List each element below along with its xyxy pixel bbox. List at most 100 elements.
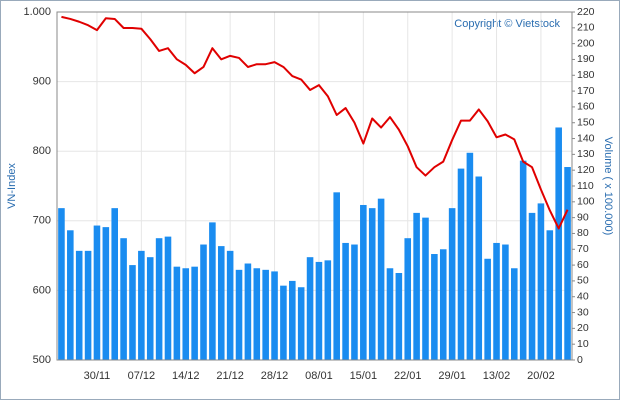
bar xyxy=(484,258,491,360)
bar xyxy=(226,250,234,360)
plot-border xyxy=(56,11,573,361)
bar xyxy=(129,265,136,360)
bar xyxy=(173,266,181,360)
y2-tick-label: 30 xyxy=(577,306,589,318)
y2-axis-title: Volume ( x 100.000) xyxy=(602,137,614,235)
x-tick-label: 15/01 xyxy=(350,370,378,382)
y-axis-title: VN-Index xyxy=(6,163,18,209)
y2-tick-label: 110 xyxy=(577,180,594,192)
bar xyxy=(457,168,465,360)
bar xyxy=(466,152,474,360)
bar xyxy=(422,217,429,360)
bar xyxy=(564,167,571,360)
bar xyxy=(164,236,172,360)
bar xyxy=(209,222,216,360)
x-tick-label: 08/01 xyxy=(305,370,333,382)
bar xyxy=(324,260,332,360)
y-tick-label: 900 xyxy=(33,76,51,88)
bar xyxy=(182,268,190,360)
bar xyxy=(289,280,296,360)
y2-tick-label: 170 xyxy=(577,85,595,97)
bar xyxy=(519,160,527,360)
y-tick-label: 500 xyxy=(33,354,51,366)
bar xyxy=(244,263,252,360)
bar xyxy=(200,244,207,360)
x-tick-label: 22/01 xyxy=(394,370,422,382)
copyright: Copyright © Vietstock xyxy=(454,18,560,30)
y2-tick-label: 150 xyxy=(577,117,595,129)
x-tick-label: 30/11 xyxy=(84,370,111,382)
y2-tick-label: 160 xyxy=(577,101,595,113)
bar xyxy=(537,203,545,360)
bar xyxy=(111,208,119,360)
y2-tick-label: 180 xyxy=(577,69,595,81)
bar xyxy=(413,212,420,360)
bar xyxy=(58,208,65,360)
y2-tick-label: 220 xyxy=(577,6,595,18)
y2-tick-label: 20 xyxy=(577,322,589,334)
x-tick-label: 13/02 xyxy=(483,370,511,382)
bar xyxy=(351,244,358,360)
bar xyxy=(439,249,447,360)
bar xyxy=(253,268,261,360)
bar xyxy=(510,268,518,360)
bar xyxy=(93,225,101,360)
bar xyxy=(271,271,278,360)
x-tick-label: 28/12 xyxy=(261,370,289,382)
y2-tick-label: 60 xyxy=(577,259,589,271)
bar xyxy=(84,250,92,360)
y2-tick-label: 90 xyxy=(577,211,589,223)
bar xyxy=(191,266,198,360)
bar xyxy=(75,250,83,360)
bar xyxy=(315,261,323,360)
y2-tick-label: 80 xyxy=(577,227,589,239)
bar xyxy=(431,254,438,360)
bar xyxy=(155,238,163,360)
bar xyxy=(297,287,305,360)
y-tick-label: 700 xyxy=(33,215,51,227)
bar xyxy=(138,250,145,360)
bar xyxy=(377,198,385,360)
bar xyxy=(120,238,127,360)
bar xyxy=(493,242,500,360)
y-tick-label: 800 xyxy=(33,145,51,157)
y2-tick-label: 0 xyxy=(577,354,583,366)
y2-tick-label: 120 xyxy=(577,164,595,176)
x-tick-label: 20/02 xyxy=(527,370,555,382)
bar xyxy=(235,269,243,360)
bar xyxy=(146,257,154,360)
bar xyxy=(306,257,314,360)
bar xyxy=(360,204,367,360)
bar xyxy=(546,230,554,360)
y2-tick-label: 10 xyxy=(577,338,589,350)
y2-tick-label: 210 xyxy=(577,22,595,34)
bar xyxy=(342,242,349,360)
bar xyxy=(475,176,483,360)
y2-tick-label: 190 xyxy=(577,53,595,65)
bar xyxy=(395,273,403,360)
y2-tick-label: 70 xyxy=(577,243,589,255)
y2-tick-label: 50 xyxy=(577,275,589,287)
bar xyxy=(217,246,225,360)
x-tick-label: 29/01 xyxy=(438,370,466,382)
line xyxy=(61,15,569,230)
y2-tick-label: 40 xyxy=(577,291,589,303)
x-tick-label: 14/12 xyxy=(172,370,200,382)
bar xyxy=(102,227,110,360)
bar xyxy=(280,285,287,360)
bar xyxy=(448,208,456,360)
y2-tick-label: 200 xyxy=(577,37,595,49)
bar xyxy=(502,244,509,360)
y2-tick-label: 140 xyxy=(577,132,595,144)
x-tick-label: 07/12 xyxy=(128,370,156,382)
bar xyxy=(67,230,74,360)
bar xyxy=(386,268,394,360)
y-tick-label: 600 xyxy=(33,284,51,296)
bar xyxy=(262,269,269,360)
x-tick-label: 21/12 xyxy=(216,370,244,382)
bar xyxy=(404,238,412,360)
bar xyxy=(333,192,340,360)
y-tick-label: 1.000 xyxy=(23,6,51,18)
y2-tick-label: 100 xyxy=(577,196,595,208)
bar xyxy=(368,208,376,360)
